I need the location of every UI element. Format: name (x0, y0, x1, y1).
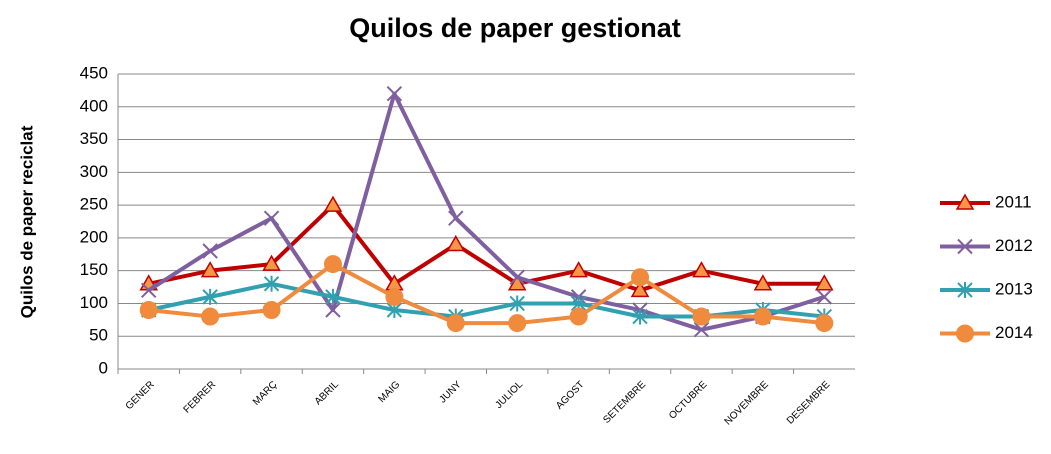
marker (386, 85, 403, 102)
marker (325, 302, 341, 318)
y-tick-label: 400 (80, 96, 108, 115)
x-tick-label: NOVEMBRE (723, 379, 771, 427)
marker (507, 274, 527, 291)
chart-title: Quilos de paper gestionat (349, 13, 681, 43)
y-tick-label: 100 (80, 293, 108, 312)
marker (446, 314, 465, 333)
legend-marker (955, 193, 975, 210)
marker (262, 301, 281, 319)
x-tick-label: MAIG (377, 379, 403, 405)
legend-marker (957, 238, 973, 255)
y-tick-label: 350 (80, 129, 108, 148)
legend-marker (957, 282, 973, 298)
marker (692, 307, 711, 326)
y-tick-label: 450 (80, 63, 108, 82)
marker (263, 210, 280, 226)
x-tick-label: JULIOL (493, 379, 525, 411)
legend-label: 2012 (995, 236, 1033, 255)
marker (141, 282, 157, 299)
marker (814, 274, 834, 291)
legend-label: 2014 (995, 323, 1033, 342)
legend-label: 2011 (995, 192, 1032, 211)
marker (569, 307, 588, 326)
y-axis-label: Quilos de paper reciclat (17, 125, 36, 318)
marker (323, 255, 342, 274)
marker (325, 288, 341, 305)
marker (692, 261, 711, 278)
legend-marker (956, 324, 974, 343)
marker (630, 280, 650, 298)
marker (509, 269, 525, 285)
legend-label: 2013 (995, 279, 1033, 298)
marker (509, 295, 525, 312)
marker (693, 321, 710, 338)
marker (263, 275, 280, 292)
marker (202, 288, 218, 305)
marker (385, 287, 404, 306)
marker (632, 308, 648, 325)
marker (448, 210, 464, 226)
marker (569, 261, 588, 278)
y-tick-label: 0 (99, 358, 108, 377)
series-line (147, 91, 825, 332)
y-tick-label: 50 (89, 326, 108, 345)
marker (631, 268, 650, 287)
marker (815, 314, 834, 333)
marker (262, 254, 281, 271)
y-tick-label: 300 (80, 162, 108, 181)
x-tick-label: JUNY (438, 379, 464, 405)
y-tick-label: 200 (80, 227, 108, 246)
y-tick-label: 250 (80, 195, 108, 214)
marker (753, 274, 773, 291)
x-tick-label: AGOST (554, 379, 587, 412)
x-tick-label: SETEMBRE (601, 379, 648, 426)
x-tick-label: MARÇ (251, 379, 280, 408)
y-tick-label: 150 (80, 260, 108, 279)
series-line (148, 203, 825, 293)
marker (323, 195, 343, 212)
marker (446, 234, 466, 252)
marker (139, 301, 158, 319)
x-tick-label: ABRIL (313, 379, 342, 408)
marker (508, 314, 527, 333)
x-tick-label: GENER (124, 379, 157, 412)
x-tick-label: FEBRER (182, 379, 218, 415)
x-tick-label: DESEMBRE (785, 379, 833, 427)
marker (816, 289, 832, 305)
x-tick-label: OCTUBRE (667, 379, 710, 422)
marker (201, 307, 220, 326)
series-line (148, 262, 825, 326)
marker (200, 261, 220, 278)
marker (202, 243, 218, 259)
marker (753, 307, 772, 326)
